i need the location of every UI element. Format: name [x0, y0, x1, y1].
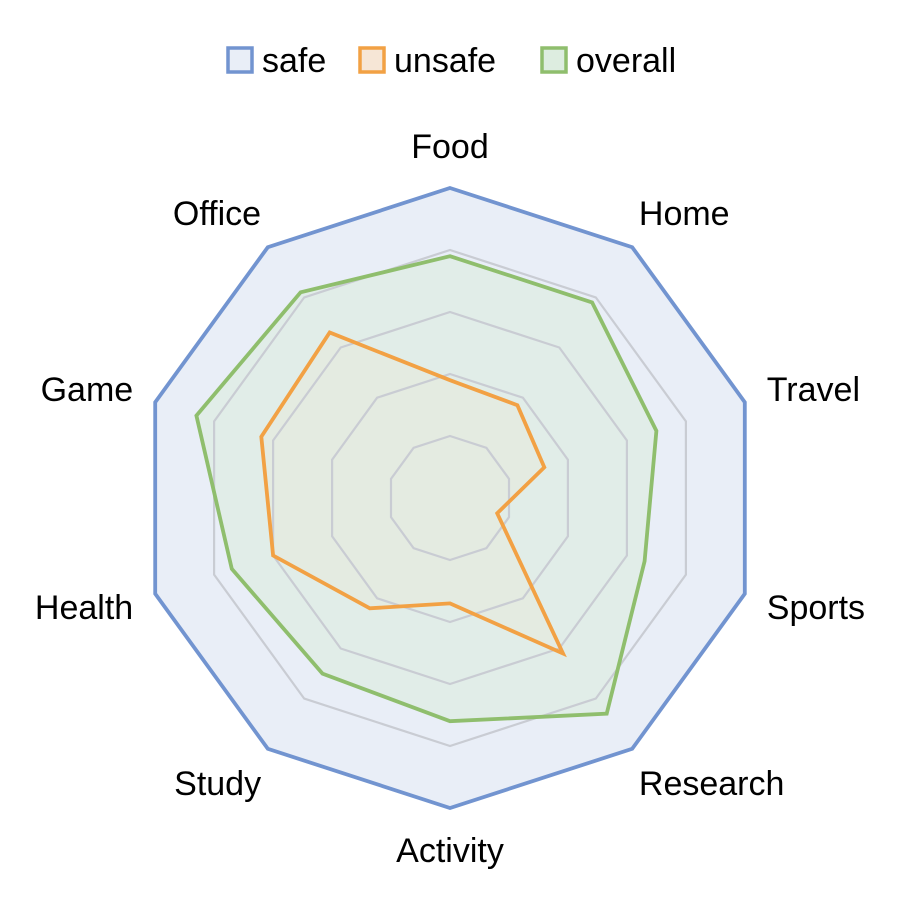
axis-label-travel: Travel: [767, 371, 860, 409]
series-line-safe: [153, 186, 747, 810]
legend-label-safe: safe: [262, 42, 326, 80]
legend-label-unsafe: unsafe: [394, 42, 496, 80]
series-line-unsafe: [259, 330, 567, 658]
legend-swatch-overall: [540, 46, 568, 74]
axis-label-sports: Sports: [767, 589, 865, 627]
axis-label-home: Home: [639, 195, 730, 233]
axis-label-layer: Food Home Travel Sports Research Activity Stud…: [35, 128, 865, 870]
legend-item-overall: overall: [540, 42, 676, 80]
gridline-3: [272, 310, 629, 686]
grid-layer: [213, 248, 688, 748]
legend-swatch-safe: [226, 46, 254, 74]
axis-label-food: Food: [411, 128, 489, 166]
legend-swatch-unsafe: [358, 46, 386, 74]
axis-label-health: Health: [35, 589, 133, 627]
series-line-layer: [153, 186, 747, 810]
axis-label-office: Office: [173, 195, 261, 233]
legend-item-safe: safe: [226, 42, 326, 80]
legend: safe unsafe overall: [226, 42, 676, 80]
axis-label-game: Game: [41, 371, 134, 409]
axis-label-activity: Activity: [396, 832, 504, 870]
series-line-overall: [194, 254, 659, 724]
gridline-4: [213, 248, 688, 748]
axis-label-study: Study: [174, 765, 261, 803]
legend-label-overall: overall: [576, 42, 676, 80]
legend-item-unsafe: unsafe: [358, 42, 496, 80]
gridline-2: [331, 372, 570, 624]
gridline-1: [389, 434, 511, 562]
axis-label-research: Research: [639, 765, 785, 803]
